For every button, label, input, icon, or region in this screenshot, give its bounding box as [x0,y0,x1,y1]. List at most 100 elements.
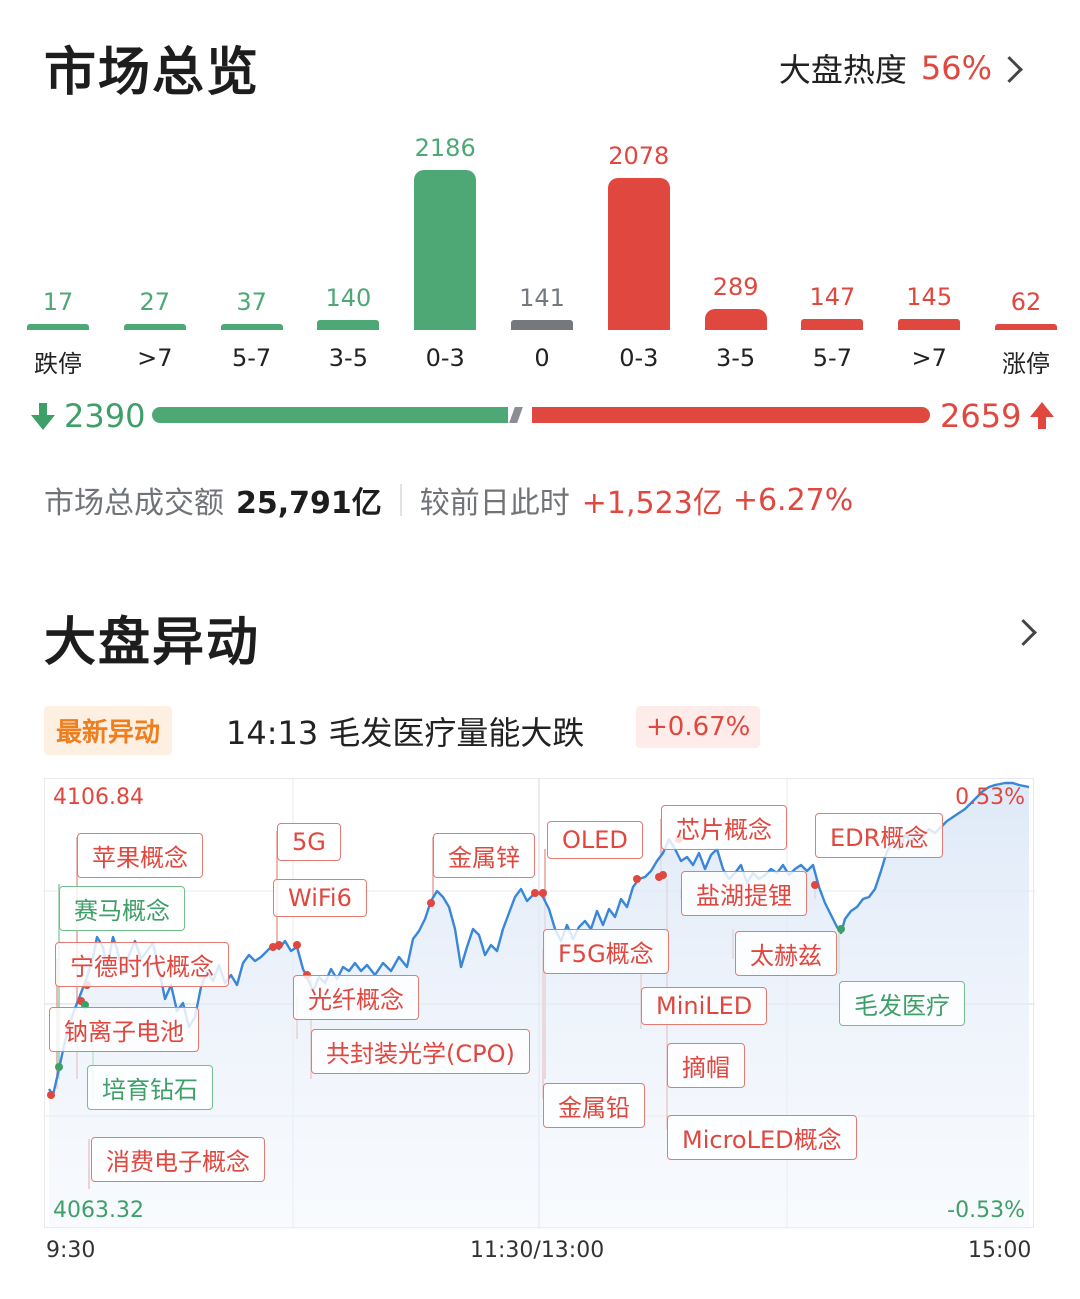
event-marker [55,1063,63,1071]
bar-value-label: 2078 [608,141,670,170]
market-overview-title: 市场总览 [44,43,261,103]
arrow-down-icon [31,403,55,430]
event-tag[interactable]: 5G [277,823,341,861]
bar-category-label: 5-7 [231,344,272,372]
event-tag[interactable]: 共封装光学(CPO) [311,1029,530,1074]
x-axis-start: 9:30 [46,1238,96,1263]
bar-value-label: 145 [906,283,953,312]
event-tag[interactable]: 苹果概念 [77,833,203,878]
chevron-right-icon [992,48,1032,88]
latest-movement-text[interactable]: 14:13 毛发医疗量能大跌 [226,714,585,752]
x-axis-end: 15:00 [968,1238,1032,1263]
distribution-bar [220,324,283,330]
market-heat-link[interactable]: 大盘热度 56% [779,46,1032,90]
bar-category-label: 跌停 [34,350,82,378]
event-tag[interactable]: 芯片概念 [661,805,787,850]
rise-fall-distribution-chart: 17 跌停 27 >7 37 5-7 140 3-5 2186 0-3 141 0 2078 0-3 289… [0,120,1080,380]
compare-value: +1,523亿 [581,486,723,521]
turnover-label: 市场总成交额 [44,486,224,521]
event-marker [811,881,819,889]
y-axis-max: 4106.84 [53,785,144,810]
distribution-bar [123,324,186,330]
event-tag[interactable]: 钠离子电池 [49,1007,199,1052]
bar-value-label: 62 [1010,288,1042,316]
market-heat-value: 56% [920,49,992,87]
event-tag[interactable]: 消费电子概念 [91,1137,265,1182]
bar-value-label: 147 [809,283,856,312]
bar-value-label: 289 [712,272,759,301]
market-heat-label: 大盘热度 [778,51,907,89]
arrow-up-icon [1030,402,1055,429]
event-tag[interactable]: MiniLED [641,987,768,1025]
distribution-bar [898,319,961,330]
distribution-bar [704,308,767,330]
event-marker [659,871,667,879]
divider [399,484,402,516]
event-marker [837,925,845,933]
event-marker [47,1091,55,1099]
event-tag[interactable]: 培育钻石 [87,1065,213,1110]
distribution-bar [801,319,864,330]
y-axis-min: 4063.32 [53,1198,144,1223]
bar-value-label: 17 [42,288,74,316]
bar-category-label: 涨停 [1002,350,1050,378]
bar-value-label: 27 [139,288,171,316]
event-marker [427,899,435,907]
turnover-value: 25,791亿 [236,486,382,521]
distribution-bar [607,177,670,330]
chevron-right-icon [1010,619,1037,646]
bar-value-label: 140 [325,283,372,312]
compare-pct: +6.27% [732,482,854,518]
event-tag[interactable]: 太赫兹 [735,931,837,976]
intraday-chart[interactable]: 4106.84 0.53% 4063.32 -0.53% 苹果概念 赛马概念 宁… [44,778,1035,1229]
event-tag[interactable]: 盐湖提锂 [681,871,807,916]
distribution-bar [995,324,1057,330]
event-tag[interactable]: EDR概念 [815,813,944,858]
bar-value-label: 2186 [414,134,476,162]
up-total: 2659 [940,394,1055,438]
down-total-value: 2390 [64,397,146,435]
bar-category-label: 0-3 [619,344,659,372]
pct-axis-min: -0.53% [947,1198,1025,1223]
event-tag[interactable]: 宁德时代概念 [55,942,229,987]
latest-movement-badge: 最新异动 [44,706,173,755]
event-tag[interactable]: 金属铅 [543,1083,645,1128]
bar-category-label: 0-3 [425,344,465,372]
flat-ratio-bar [509,407,523,423]
bar-category-label: 5-7 [812,344,852,372]
event-tag[interactable]: WiFi6 [273,879,367,917]
bar-category-label: 3-5 [328,344,368,372]
down-ratio-bar [152,407,508,423]
up-ratio-bar [532,407,930,423]
distribution-bar [317,319,380,330]
market-movement-title: 大盘异动 [44,613,261,673]
up-total-value: 2659 [940,397,1022,435]
distribution-bar [511,319,573,330]
bar-category-label: 0 [534,344,550,372]
event-tag[interactable]: 光纤概念 [293,975,419,1020]
event-tag[interactable]: 金属锌 [433,833,535,878]
event-tag[interactable]: MicroLED概念 [667,1115,857,1160]
bar-value-label: 37 [236,288,267,316]
event-tag[interactable]: 毛发医疗 [839,981,965,1026]
bar-category-label: >7 [911,344,947,372]
bar-category-label: >7 [137,344,173,372]
event-marker [539,889,547,897]
event-tag[interactable]: 赛马概念 [59,886,185,931]
event-tag[interactable]: OLED [547,821,643,859]
bar-value-label: 141 [519,283,565,312]
movement-more-button[interactable] [1006,610,1050,654]
event-marker [275,941,283,949]
turnover-row: 市场总成交额 25,791亿 较前日此时 +1,523亿 +6.27% [44,478,853,522]
event-marker [531,889,539,897]
event-marker [293,941,301,949]
down-total: 2390 [30,394,145,438]
latest-movement-pct: +0.67% [636,706,761,748]
x-axis-mid: 11:30/13:00 [470,1238,605,1263]
event-tag[interactable]: 摘帽 [667,1043,745,1088]
event-tag[interactable]: F5G概念 [543,929,669,974]
bar-category-label: 3-5 [715,344,756,372]
pct-axis-max: 0.53% [955,785,1025,810]
event-marker [633,875,641,883]
distribution-bar [414,170,477,330]
